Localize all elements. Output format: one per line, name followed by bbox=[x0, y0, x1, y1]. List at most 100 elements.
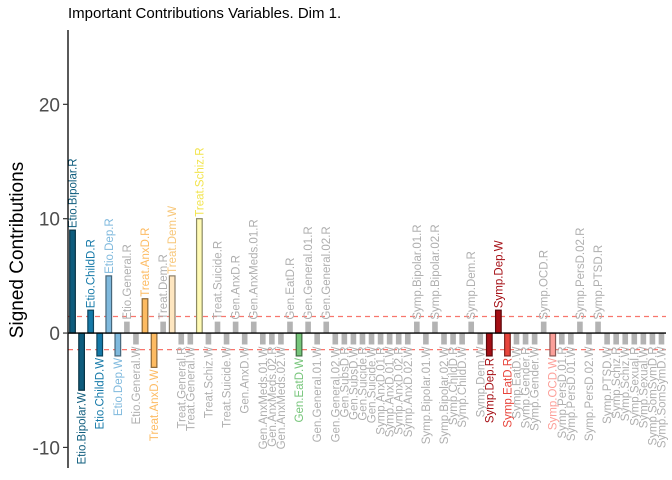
bar-label: Treat.Schiz.R bbox=[194, 147, 206, 216]
bar-labels: Etio.Bipolar.R Etio.Bipolar.W Etio.ChildD.… bbox=[68, 147, 669, 464]
bar-label: Gen.Suicide.W bbox=[367, 346, 379, 423]
bar-treat-anxd-w bbox=[150, 332, 158, 368]
bar-label: Etio.General.W bbox=[131, 346, 143, 424]
bar-label: Symp.Schiz.R bbox=[611, 346, 623, 418]
bar-gen-general-02-w bbox=[332, 333, 339, 345]
bar-etio-general-w bbox=[133, 333, 139, 345]
bar-gen-general-01-r bbox=[305, 321, 311, 334]
bar-label: Etio.Dep.R bbox=[104, 218, 116, 274]
bar-label: Gen.EatD.W bbox=[294, 358, 306, 423]
bar-label: Gen.AnxD.R bbox=[231, 255, 243, 320]
bar-label: Symp.OCD.R bbox=[539, 250, 551, 320]
bar-gen-suicide-w bbox=[368, 333, 375, 345]
bar-label: Symp.PTSD.R bbox=[593, 245, 605, 320]
bar-symp-persd-02-r bbox=[577, 321, 583, 334]
bar-symp-ocd-w bbox=[549, 332, 557, 357]
bar-label: Symp.Dep.R bbox=[484, 358, 496, 423]
bar-symp-schiz-w bbox=[622, 333, 629, 345]
bar-treat-anxd-r bbox=[141, 298, 149, 334]
bar-label: Etio.ChildD.W bbox=[95, 358, 107, 430]
bar-symp-anxd-01-r bbox=[377, 333, 384, 345]
bar-symp-ocd-r bbox=[540, 321, 547, 334]
bar-label: Treat.Schiz.W bbox=[203, 346, 215, 418]
bar-symp-bipolar-01-r bbox=[414, 321, 420, 334]
bar-label: Symp.EatD.W bbox=[512, 346, 524, 418]
bar-label: Treat.General.W bbox=[185, 346, 197, 431]
bar-symp-anxd-02-r bbox=[395, 333, 402, 345]
y-tick-label: -10 bbox=[33, 438, 60, 459]
bar-label: Treat.Suicide.R bbox=[213, 241, 225, 320]
bar-treat-suicide-w bbox=[223, 333, 230, 345]
bar-label: Treat.Suicide.W bbox=[222, 346, 234, 428]
bar-label: Symp.SomSymD.W bbox=[656, 346, 668, 448]
bar-label: Symp.AnxD.01.W bbox=[385, 346, 397, 437]
bar-symp-dem-w bbox=[477, 333, 484, 345]
bar-label: Etio.ChildD.R bbox=[86, 239, 98, 308]
bar-symp-schiz-r bbox=[613, 333, 619, 345]
bar-symp-sexual-r bbox=[631, 333, 638, 345]
bar-label: Treat.General.R bbox=[176, 346, 188, 428]
bar-symp-childd-w bbox=[459, 333, 465, 345]
bar-treat-schiz-w bbox=[205, 333, 212, 345]
bar-label: Symp.Gender.R bbox=[521, 346, 533, 428]
bar-label: Etio.Dep.W bbox=[113, 358, 125, 416]
bar-label: Etio.General.R bbox=[122, 244, 134, 319]
bar-label: Symp.Dep.W bbox=[493, 240, 505, 308]
bar-label: Symp.Sexual.R bbox=[629, 346, 641, 425]
bar-label: Etio.Bipolar.W bbox=[77, 392, 89, 464]
bar-symp-gender-r bbox=[522, 333, 529, 345]
bar-etio-dep-w bbox=[114, 332, 122, 357]
bar-label: Symp.Gender.W bbox=[530, 346, 542, 431]
bar-label: Symp.PTSD.W bbox=[602, 346, 614, 423]
bar-symp-somsymd-w bbox=[658, 333, 665, 345]
bar-label: Symp.PersD.02.W bbox=[584, 346, 596, 441]
bar-label: Symp.ChildD.R bbox=[448, 346, 460, 425]
bar-treat-suicide-r bbox=[214, 321, 221, 334]
bar-symp-anxd-02-w bbox=[404, 333, 411, 345]
bar-symp-eatd-w bbox=[513, 333, 520, 345]
bar-symp-dep-r bbox=[485, 332, 493, 357]
bar-label: Gen.AnxMeds.02.W bbox=[276, 346, 288, 449]
bar-treat-dem-w bbox=[168, 275, 176, 334]
bar-label: Gen.Suicide.R bbox=[357, 346, 369, 420]
bar-label: Symp.AnxD.02.R bbox=[394, 346, 406, 434]
bar-symp-persd-01-w bbox=[568, 333, 574, 345]
bar-symp-gender-w bbox=[531, 333, 538, 345]
bar-label: Gen.General.02.W bbox=[330, 346, 342, 442]
bar-label: Gen.EatD.R bbox=[285, 258, 297, 320]
bar-gen-general-01-w bbox=[314, 333, 320, 345]
bar-gen-subsd-w bbox=[350, 333, 357, 345]
bar-gen-general-02-r bbox=[323, 321, 330, 334]
bar-gen-eatd-r bbox=[287, 321, 293, 334]
bar-label: Treat.AnxD.W bbox=[149, 369, 161, 441]
bar-label: Treat.AnxD.R bbox=[140, 228, 152, 297]
bar-label: Gen.AnxMeds.01.R bbox=[249, 219, 261, 319]
y-tick-label: 0 bbox=[49, 324, 60, 345]
bar-label: Symp.Bipolar.01.W bbox=[421, 346, 433, 444]
bar-treat-schiz-r bbox=[195, 218, 203, 334]
bar-etio-general-r bbox=[124, 321, 130, 334]
bar-gen-eatd-w bbox=[295, 332, 303, 357]
bar-symp-sexual-w bbox=[640, 333, 647, 345]
bar-gen-anxmeds-01-r bbox=[250, 321, 257, 334]
bar-label: Gen.AnxMeds.02.R bbox=[267, 346, 279, 446]
bar-label: Symp.Sexual.W bbox=[638, 346, 650, 428]
bar-gen-anxmeds-02-w bbox=[278, 333, 284, 345]
bar-label: Gen.General.01.R bbox=[303, 226, 315, 319]
bar-label: Gen.SubsD.R bbox=[339, 346, 351, 417]
bar-gen-anxd-w bbox=[241, 333, 248, 345]
bar-treat-general-w bbox=[187, 333, 194, 345]
bar-label: Symp.Bipolar.02.R bbox=[430, 224, 442, 319]
y-tick-label: 20 bbox=[39, 95, 60, 116]
bar-label: Gen.General.02.R bbox=[321, 226, 333, 319]
bar-label: Symp.PersD.01.R bbox=[557, 346, 569, 438]
bar-label: Gen.AnxD.W bbox=[240, 346, 252, 413]
plot-area bbox=[68, 218, 666, 391]
bar-symp-bipolar-02-r bbox=[432, 321, 438, 334]
bar-symp-ptsd-w bbox=[604, 333, 610, 345]
bar-gen-anxd-r bbox=[232, 321, 239, 334]
bar-symp-persd-02-w bbox=[586, 333, 592, 345]
bar-label: Treat.Dem.R bbox=[158, 254, 170, 319]
bar-label: Symp.EatD.R bbox=[502, 358, 514, 428]
bar-etio-childd-w bbox=[96, 332, 104, 357]
